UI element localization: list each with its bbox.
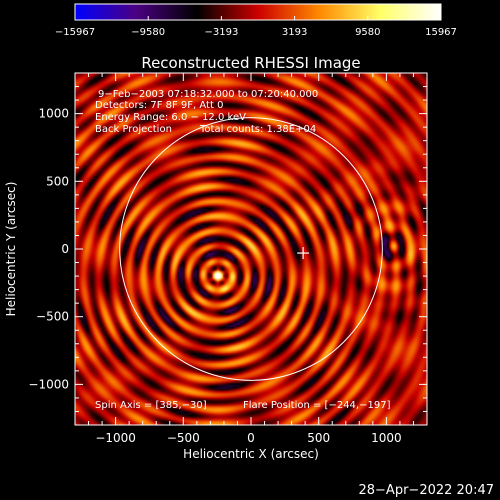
annotation-block: 9−Feb−2003 07:18:32.000 to 07:20:40.000 … [95, 89, 391, 411]
x-tick-label: 0 [247, 431, 255, 445]
render-timestamp: 28−Apr−2022 20:47 [359, 483, 495, 498]
colorbar-tick-label: 15967 [425, 27, 457, 38]
tick-labels: −1000 −500 0 500 1000 −1000 −500 0 500 1000 [28, 107, 401, 445]
plot-area [74, 72, 428, 426]
axis-ticks [75, 73, 427, 425]
colorbar-tick-label: 3193 [282, 27, 307, 38]
heatmap-image [75, 73, 427, 425]
x-tick-label: −500 [167, 431, 200, 445]
colorbar: −15967 −9580 −3193 3193 9580 15967 [55, 3, 457, 38]
annotation-flare-position: Flare Position = [−244,−197] [243, 400, 391, 411]
colorbar-gradient [74, 3, 442, 21]
colorbar-tick-label: −15967 [55, 27, 95, 38]
y-tick-label: 1000 [38, 107, 69, 121]
chart-title: Reconstructed RHESSI Image [141, 54, 360, 72]
solar-disk-limb [119, 117, 383, 381]
annotation-total-counts: Total counts: 1.38E+04 [199, 124, 316, 135]
x-tick-label: 500 [307, 431, 330, 445]
annotation-time-range: 9−Feb−2003 07:18:32.000 to 07:20:40.000 [98, 89, 318, 100]
colorbar-ticks: −15967 −9580 −3193 3193 9580 15967 [55, 16, 457, 38]
x-axis-label: Heliocentric X (arcsec) [183, 447, 319, 461]
annotation-energy-range: Energy Range: 6.0 − 12.0 keV [95, 112, 246, 123]
x-tick-label: 1000 [371, 431, 402, 445]
y-tick-label: −500 [36, 310, 69, 324]
y-axis-label: Heliocentric Y (arcsec) [4, 182, 18, 317]
y-tick-label: −1000 [28, 377, 69, 391]
colorbar-tick-label: 9580 [355, 27, 380, 38]
annotation-method: Back Projection [95, 124, 172, 135]
colorbar-tick-label: −3193 [204, 27, 238, 38]
annotation-detectors: Detectors: 7F 8F 9F, Att 0 [95, 100, 223, 111]
y-tick-label: 0 [61, 242, 69, 256]
y-tick-label: 500 [46, 174, 69, 188]
colorbar-tick-label: −9580 [131, 27, 165, 38]
spin-axis-marker [297, 247, 310, 260]
x-tick-label: −1000 [95, 431, 136, 445]
annotation-spin-axis: Spin Axis = [385,−30] [95, 400, 207, 411]
